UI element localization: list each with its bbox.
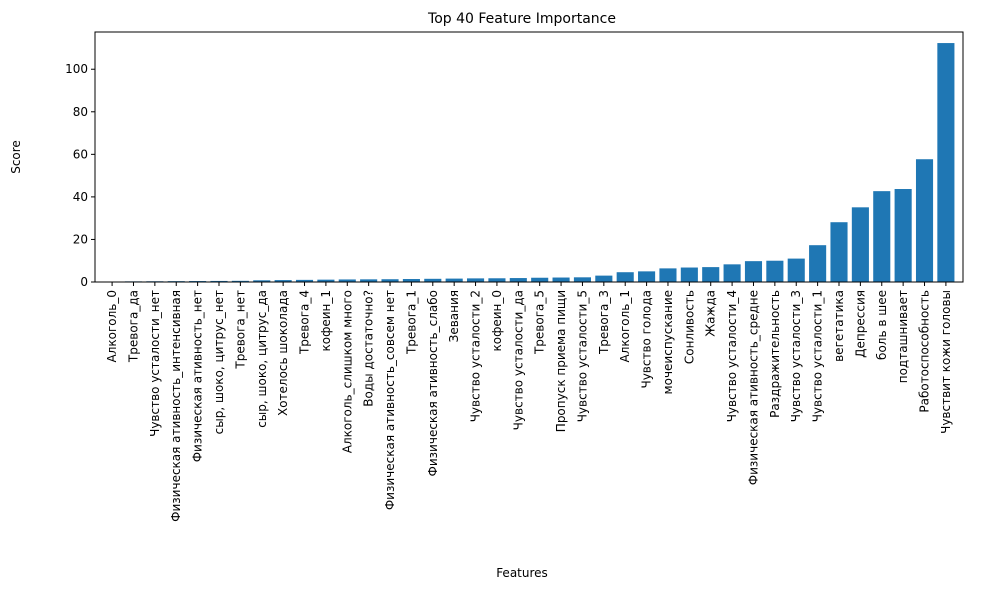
x-tick-label: Тревога_1 [404, 290, 418, 355]
bar-22 [552, 277, 570, 282]
bar-16 [424, 278, 442, 282]
x-tick-label: Пропуск приема пищи [554, 290, 568, 432]
y-axis: 0 20 40 60 80 100 [65, 62, 95, 289]
x-tick-label: Физическая ативность_интенсивная [169, 290, 183, 522]
bar-13 [360, 279, 378, 282]
x-tick-label: Чувство усталости_3 [789, 290, 803, 422]
bar-39 [915, 159, 934, 282]
bar-17 [445, 278, 463, 282]
bar-7 [231, 280, 249, 282]
x-tick-label: Алкоголь_0 [105, 290, 119, 363]
x-tick-label: Физическая ативность_нет [191, 290, 205, 462]
bar-19 [488, 278, 506, 282]
bar-37 [873, 191, 891, 282]
x-tick-label: кофеин_1 [319, 290, 333, 352]
y-tick-label: 40 [73, 190, 88, 204]
bar-35 [830, 222, 848, 282]
bar-28 [680, 267, 698, 282]
x-tick-label: Чувство усталости_1 [811, 290, 825, 422]
x-tick-label: Чувство усталости_2 [469, 290, 483, 422]
bar-11 [317, 279, 335, 282]
bars-group [103, 43, 955, 283]
x-tick-label: Зевания [447, 290, 461, 342]
x-tick-label: Тревога_да [126, 290, 140, 363]
x-tick-label: Жажда [704, 290, 718, 337]
x-tick-label: Физическая ативность_совсем нет [383, 290, 397, 510]
x-tick-label: Чувствит кожи головы [939, 290, 953, 434]
x-tick-label: кофеин_0 [490, 290, 504, 352]
bar-32 [766, 260, 784, 282]
bar-38 [894, 189, 912, 282]
x-tick-label: вегетатика [832, 290, 846, 362]
x-tick-label: Тревога_4 [298, 290, 312, 355]
bar-34 [809, 245, 827, 282]
x-tick-label: Тревога_5 [533, 290, 547, 355]
bar-31 [744, 261, 763, 282]
x-tick-label: Алкоголь_слишком много [340, 290, 354, 453]
bar-18 [467, 278, 485, 282]
bar-20 [509, 278, 527, 282]
bar-40 [937, 43, 955, 283]
bar-9 [274, 280, 292, 282]
x-tick-label: Тревога_нет [233, 290, 247, 370]
bar-6 [210, 280, 228, 282]
bar-33 [787, 258, 805, 282]
bar-8 [253, 280, 271, 282]
bar-27 [659, 268, 677, 282]
x-axis-label: Features [496, 566, 548, 580]
bar-14 [381, 279, 399, 282]
x-tick-label: Физическая ативность_слабо [426, 290, 440, 476]
y-tick-label: 0 [80, 275, 88, 289]
bar-12 [338, 279, 356, 282]
x-tick-label: Чувство усталости_нет [148, 290, 162, 437]
x-tick-label: боль в шее [875, 290, 889, 360]
bar-26 [638, 271, 656, 282]
x-tick-label: Сонливость [682, 290, 696, 364]
bar-29 [702, 267, 720, 282]
x-tick-label: Хотелось шоколада [276, 290, 290, 416]
bar-36 [851, 207, 869, 282]
bar-15 [402, 279, 420, 282]
x-tick-label: Чувство усталости_5 [575, 290, 589, 422]
x-tick-label: Чувство усталости_4 [725, 290, 739, 422]
x-tick-label: Депрессия [853, 290, 867, 358]
x-tick-label: Раздражительность [768, 290, 782, 418]
chart-title: Top 40 Feature Importance [427, 11, 616, 27]
x-tick-label: подташнивает [896, 290, 910, 383]
bar-30 [723, 264, 741, 282]
y-tick-label: 100 [65, 62, 88, 76]
x-tick-label: Физическая ативность_средне [746, 290, 760, 485]
x-tick-label: мочеиспускание [661, 290, 675, 394]
x-axis: Алкоголь_0 Тревога_да Чувство усталости_не… [105, 282, 953, 522]
bar-25 [616, 272, 634, 282]
y-axis-label: Score [9, 140, 23, 174]
y-tick-label: 60 [73, 147, 88, 161]
y-tick-label: 80 [73, 105, 88, 119]
y-tick-label: 20 [73, 232, 88, 246]
x-tick-label: Тревога_3 [597, 290, 611, 355]
bar-24 [595, 275, 613, 282]
x-tick-label: Воды достаточно? [362, 290, 376, 407]
x-tick-label: Работоспособность [918, 290, 932, 413]
bar-10 [295, 279, 314, 282]
bar-23 [573, 277, 591, 282]
bar-21 [531, 277, 549, 282]
plot-frame [94, 31, 964, 283]
x-tick-label: Алкоголь_1 [618, 290, 632, 363]
x-tick-label: сыр, шоко, цитрус_нет [212, 290, 226, 434]
x-tick-label: Чувство голода [640, 290, 654, 389]
x-tick-label: Чувство усталости_да [511, 290, 525, 430]
x-tick-label: сыр, шоко, цитрус_да [255, 290, 269, 428]
